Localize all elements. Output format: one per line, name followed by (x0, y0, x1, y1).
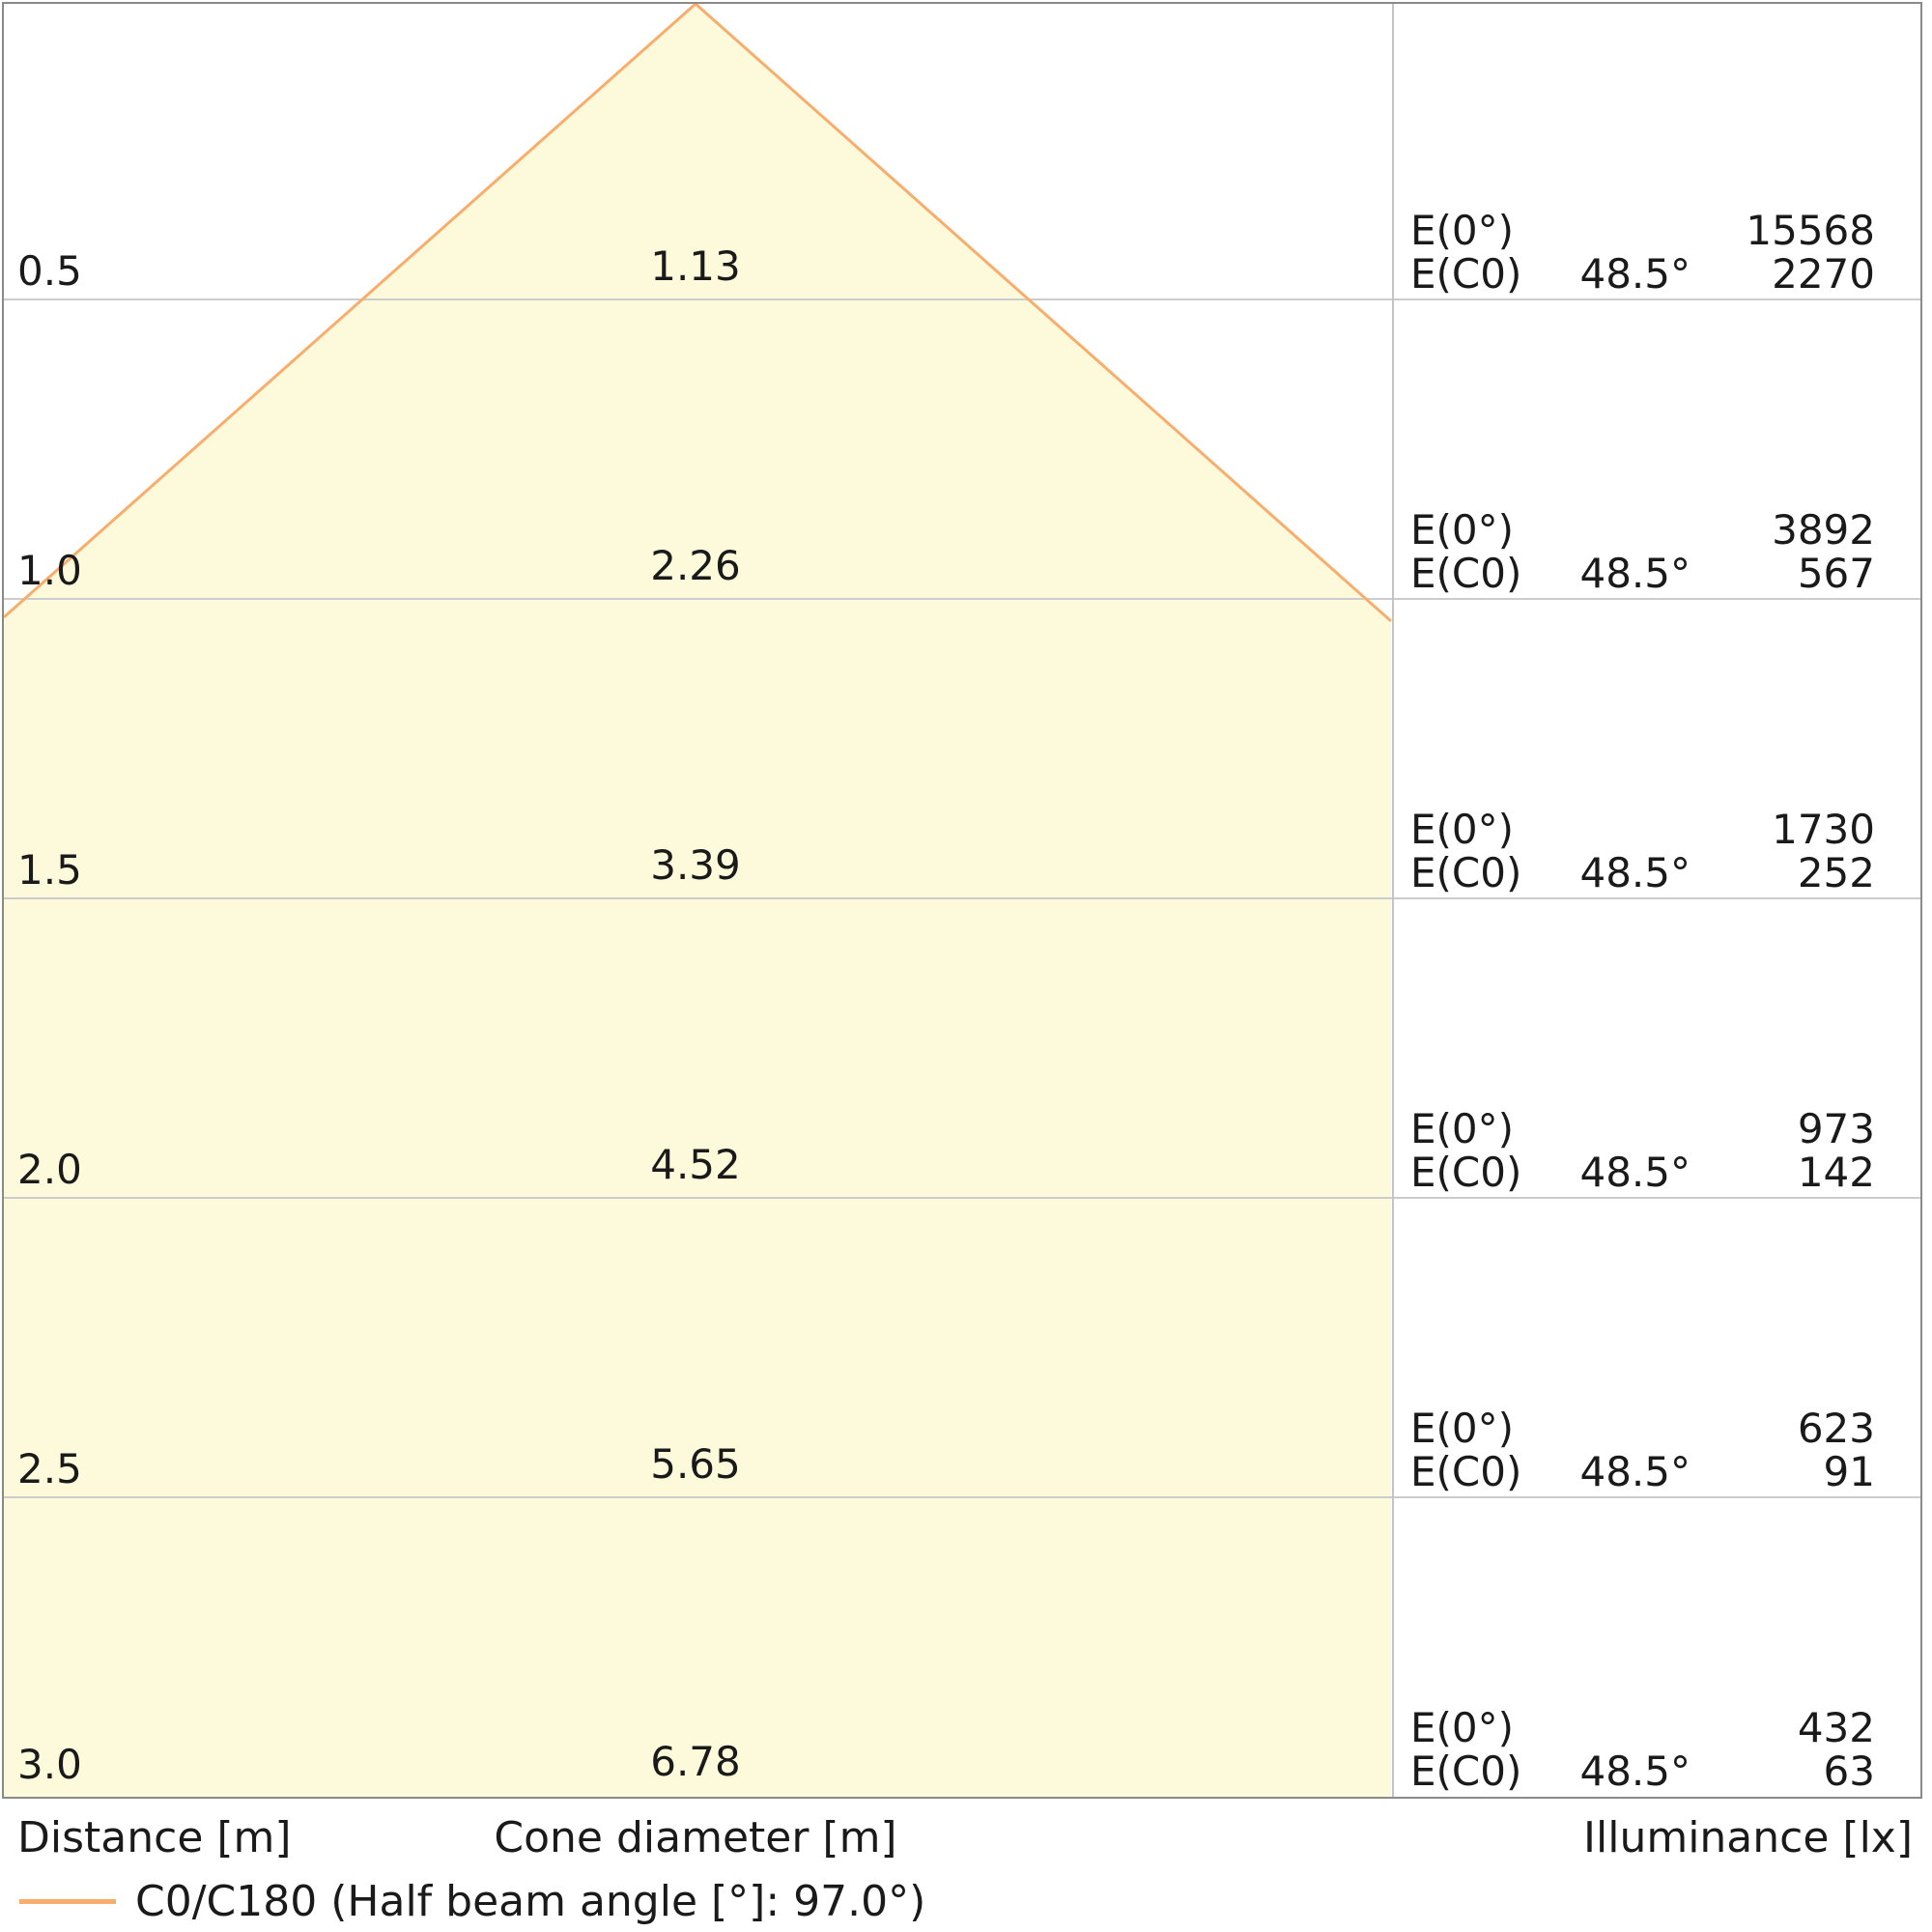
illuminance-row: E(0°) 432 E(C0) 48.5° 63 (1410, 1706, 1875, 1793)
ec0-label: E(C0) (1410, 849, 1522, 896)
distance-label: 3.0 (17, 1741, 82, 1788)
e0-angle-spacer (1565, 508, 1690, 552)
ec0-label: E(C0) (1410, 250, 1522, 298)
ec0-angle: 48.5° (1579, 250, 1690, 298)
illuminance-row: E(0°) 3892 E(C0) 48.5° 567 (1410, 508, 1875, 595)
e0-angle-spacer (1565, 808, 1690, 851)
ec0-angle: 48.5° (1579, 849, 1690, 896)
ec0-value: 142 (1797, 1149, 1875, 1196)
ec0-angle: 48.5° (1579, 550, 1690, 597)
ec0-value: 252 (1797, 849, 1875, 896)
ec0-angle: 48.5° (1579, 1149, 1690, 1196)
e0-label: E(0°) (1410, 207, 1515, 254)
e0-value: 1730 (1772, 806, 1875, 853)
e0-angle-spacer (1565, 1706, 1690, 1749)
cone-diameter-value: 6.78 (650, 1738, 741, 1785)
ec0-value: 63 (1823, 1747, 1875, 1795)
e0-value: 973 (1797, 1105, 1875, 1152)
distance-label: 2.5 (17, 1445, 82, 1492)
cone-diameter-value: 1.13 (650, 242, 741, 290)
e0-value: 3892 (1772, 506, 1875, 554)
cone-diameter-value: 4.52 (650, 1141, 741, 1188)
distance-label: 2.0 (17, 1146, 82, 1193)
e0-label: E(0°) (1410, 1105, 1515, 1152)
e0-label: E(0°) (1410, 1704, 1515, 1751)
cone-diameter-value: 2.26 (650, 542, 741, 589)
ec0-angle: 48.5° (1579, 1448, 1690, 1495)
ec0-label: E(C0) (1410, 1448, 1522, 1495)
e0-label: E(0°) (1410, 506, 1515, 554)
cone-diagram-canvas (4, 4, 1920, 1797)
e0-angle-spacer (1565, 1406, 1690, 1450)
e0-angle-spacer (1565, 1107, 1690, 1151)
illuminance-row: E(0°) 973 E(C0) 48.5° 142 (1410, 1107, 1875, 1194)
illuminance-row: E(0°) 1730 E(C0) 48.5° 252 (1410, 808, 1875, 895)
cone-edge-left (4, 4, 696, 619)
cone-diameter-value: 3.39 (650, 841, 741, 889)
e0-angle-spacer (1565, 209, 1690, 252)
ec0-label: E(C0) (1410, 1747, 1522, 1795)
illuminance-row: E(0°) 623 E(C0) 48.5° 91 (1410, 1406, 1875, 1493)
ec0-angle: 48.5° (1579, 1747, 1690, 1795)
legend-line-swatch (19, 1899, 116, 1904)
ec0-label: E(C0) (1410, 1149, 1522, 1196)
x-axis-label-distance: Distance [m] (17, 1813, 292, 1862)
ec0-value: 2270 (1772, 250, 1875, 298)
e0-value: 15568 (1746, 207, 1875, 254)
distance-label: 1.0 (17, 547, 82, 594)
ec0-label: E(C0) (1410, 550, 1522, 597)
distance-label: 1.5 (17, 846, 82, 894)
ec0-value: 567 (1797, 550, 1875, 597)
e0-value: 623 (1797, 1405, 1875, 1452)
cone-diagram-figure: 0.5 1.13 E(0°) 15568 E(C0) 48.5° 2270 1.… (2, 2, 1922, 1799)
light-cone-fill (4, 4, 1391, 1797)
x-axis-label-illuminance: Illuminance [lx] (1583, 1813, 1913, 1862)
x-axis-label-cone-diameter: Cone diameter [m] (494, 1813, 897, 1862)
ec0-value: 91 (1823, 1448, 1875, 1495)
distance-label: 0.5 (17, 247, 82, 295)
e0-label: E(0°) (1410, 806, 1515, 853)
cone-diameter-value: 5.65 (650, 1440, 741, 1488)
illuminance-row: E(0°) 15568 E(C0) 48.5° 2270 (1410, 209, 1875, 296)
cone-edge-right (695, 4, 1392, 623)
legend-label: C0/C180 (Half beam angle [°]: 97.0°) (135, 1877, 926, 1926)
e0-label: E(0°) (1410, 1405, 1515, 1452)
cone-beam-edges (4, 4, 1392, 623)
gridlines (4, 298, 1920, 1498)
e0-value: 432 (1797, 1704, 1875, 1751)
